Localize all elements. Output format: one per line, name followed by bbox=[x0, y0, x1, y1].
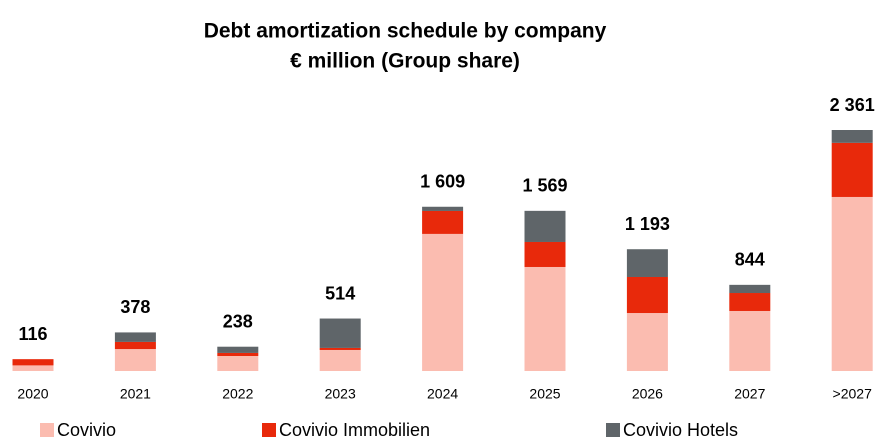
bar-segment bbox=[729, 310, 771, 371]
bar-segment bbox=[524, 241, 566, 267]
x-tick-label: 2026 bbox=[632, 386, 663, 402]
bar-segment bbox=[114, 332, 156, 342]
x-tick-label: 2023 bbox=[325, 386, 356, 402]
total-label: 1 569 bbox=[522, 176, 567, 196]
legend-label: Covivio bbox=[57, 420, 116, 439]
bar-segment bbox=[422, 233, 464, 371]
total-label: 1 609 bbox=[420, 172, 465, 192]
x-tick-label: 2020 bbox=[17, 386, 48, 402]
total-label: 1 193 bbox=[625, 214, 670, 234]
x-tick-label: 2027 bbox=[734, 386, 765, 402]
bar-segment bbox=[831, 196, 873, 371]
bar-segment bbox=[831, 142, 873, 197]
bar-segment bbox=[217, 355, 259, 371]
total-label: 514 bbox=[325, 283, 355, 303]
bar-segment bbox=[626, 249, 668, 277]
total-label: 116 bbox=[18, 324, 47, 344]
bar-segment bbox=[319, 318, 361, 348]
total-label: 238 bbox=[223, 311, 253, 331]
bar-segment bbox=[12, 365, 54, 371]
bar-segment bbox=[729, 293, 771, 311]
bar-segment bbox=[524, 210, 566, 242]
legend-swatch bbox=[606, 423, 620, 437]
x-tick-label: 2021 bbox=[120, 386, 151, 402]
total-label: 2 361 bbox=[830, 95, 875, 115]
legend-swatch bbox=[262, 423, 276, 437]
legend-swatch bbox=[40, 423, 54, 437]
bar-segment bbox=[524, 266, 566, 371]
chart-subtitle: € million (Group share) bbox=[290, 50, 520, 73]
bar-segment bbox=[319, 347, 361, 350]
bar-segment bbox=[114, 341, 156, 350]
bar-segment bbox=[422, 206, 464, 211]
legend-label: Covivio Hotels bbox=[623, 420, 738, 439]
bar-segment bbox=[626, 276, 668, 314]
bar-segment bbox=[114, 349, 156, 371]
bar-segment bbox=[12, 359, 54, 366]
bar-segment bbox=[217, 352, 259, 356]
bar-segment bbox=[831, 130, 873, 143]
bar-segment bbox=[626, 313, 668, 371]
x-tick-label: 2024 bbox=[427, 386, 458, 402]
chart-title: Debt amortization schedule by company bbox=[204, 20, 607, 43]
bar-segment bbox=[319, 349, 361, 371]
x-tick-label: >2027 bbox=[833, 386, 873, 402]
bar-segment bbox=[217, 346, 259, 353]
x-tick-label: 2022 bbox=[222, 386, 253, 402]
total-label: 844 bbox=[735, 250, 765, 270]
legend-label: Covivio Immobilien bbox=[279, 420, 430, 439]
x-tick-label: 2025 bbox=[529, 386, 560, 402]
total-label: 378 bbox=[120, 297, 150, 317]
bar-segment bbox=[729, 284, 771, 294]
bar-segment bbox=[422, 210, 464, 234]
